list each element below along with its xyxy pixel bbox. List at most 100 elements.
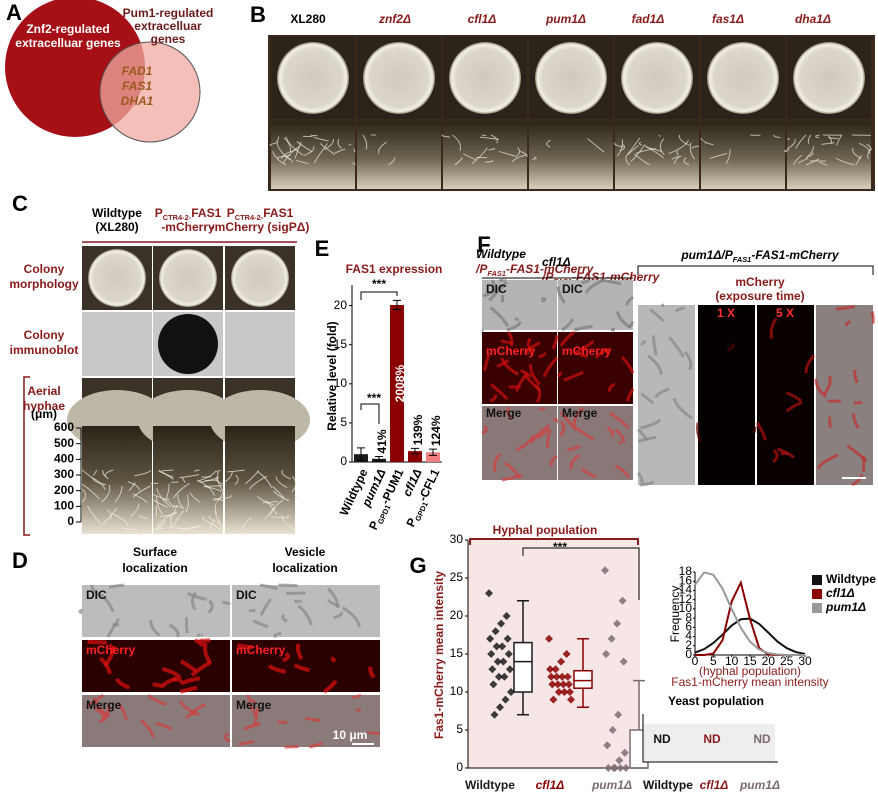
y-tick-label: 15	[334, 337, 348, 351]
colony	[535, 42, 607, 114]
texture	[177, 494, 185, 510]
data-point	[485, 589, 493, 598]
x-tick-label: pum1Δ	[591, 778, 632, 792]
texture	[214, 503, 218, 515]
texture	[156, 495, 164, 516]
data-point	[500, 672, 509, 681]
texture	[108, 643, 116, 654]
channel-label: DIC	[562, 282, 583, 296]
texture	[252, 707, 260, 727]
texture	[283, 145, 301, 163]
texture	[87, 505, 102, 525]
data-point	[620, 748, 629, 757]
label: ***	[367, 391, 381, 405]
texture	[488, 147, 495, 151]
bracket	[522, 547, 640, 600]
data-point	[619, 657, 628, 666]
texture	[635, 148, 656, 154]
texture	[293, 663, 310, 673]
data-point	[493, 657, 502, 666]
y-tick-label: 2	[685, 638, 692, 652]
texture	[649, 308, 665, 323]
tick-label: 400	[54, 452, 74, 466]
texture	[152, 499, 168, 508]
x-tick-label: 25	[780, 654, 794, 668]
channel-label: mCherry	[86, 643, 136, 657]
data-point	[504, 650, 513, 658]
texture	[319, 143, 336, 155]
y-tick-label: 16	[679, 573, 693, 587]
error-bar	[429, 448, 437, 456]
texture	[281, 469, 292, 480]
strain-label: XL280	[290, 12, 326, 26]
panel-title: pum1Δ/PFAS1-FAS1-mCherry	[680, 248, 840, 264]
texture	[139, 514, 149, 520]
texture	[245, 470, 260, 485]
text-segment: FAS1	[263, 206, 293, 220]
texture	[798, 157, 809, 164]
texture	[807, 134, 812, 145]
texture	[224, 470, 233, 483]
texture	[313, 136, 329, 142]
data-point	[551, 665, 560, 674]
x-axis-label: (hyphal population)	[699, 664, 801, 678]
texture	[352, 162, 356, 166]
scale-label: 10 μm	[333, 728, 368, 742]
image-panel	[701, 121, 785, 189]
texture	[851, 474, 864, 487]
text-segment: CTR4-2-	[235, 213, 264, 222]
tick-label: 100	[54, 499, 74, 513]
texture	[546, 139, 551, 148]
texture	[625, 137, 641, 158]
data-point	[560, 688, 569, 696]
image-panel	[82, 426, 152, 534]
data-point	[490, 710, 499, 719]
texture	[197, 470, 217, 482]
texture	[275, 476, 288, 489]
texture	[566, 444, 581, 452]
strain-label: fad1Δ	[632, 12, 665, 26]
data-point	[507, 688, 515, 696]
channel-label: Merge	[486, 406, 522, 420]
texture	[294, 495, 298, 500]
texture	[152, 494, 173, 506]
texture	[580, 467, 597, 479]
texture	[147, 694, 167, 707]
texture	[269, 142, 276, 147]
x-tick-label: 0	[692, 654, 699, 668]
legend-label: cfl1Δ	[826, 586, 855, 600]
texture	[506, 331, 514, 347]
column-header: PCTR4-2-FAS1	[155, 206, 222, 222]
texture	[252, 619, 269, 629]
colony	[277, 42, 349, 114]
image-panel	[482, 332, 557, 404]
whisker	[577, 638, 589, 671]
texture	[471, 147, 488, 164]
texture	[725, 149, 731, 164]
texture	[558, 420, 566, 437]
texture	[482, 284, 503, 298]
row-label: Colony	[24, 262, 65, 276]
texture	[271, 516, 289, 519]
data-point	[608, 726, 617, 734]
texture	[506, 321, 522, 332]
texture	[281, 514, 296, 531]
texture	[259, 583, 278, 590]
texture	[573, 324, 593, 332]
data-point	[602, 650, 611, 658]
error-bar	[375, 455, 383, 462]
colony	[707, 42, 779, 114]
image-panel	[232, 640, 380, 692]
image-panel	[82, 585, 230, 637]
texture	[155, 721, 173, 731]
texture	[93, 707, 106, 722]
image-panel	[558, 332, 633, 404]
data-point	[505, 665, 514, 674]
exposure-label: 1 X	[717, 306, 735, 320]
texture	[805, 158, 820, 166]
texture	[786, 138, 796, 150]
texture	[100, 593, 115, 613]
texture	[157, 520, 167, 529]
texture	[273, 631, 282, 639]
label: (exposure time)	[715, 289, 804, 303]
